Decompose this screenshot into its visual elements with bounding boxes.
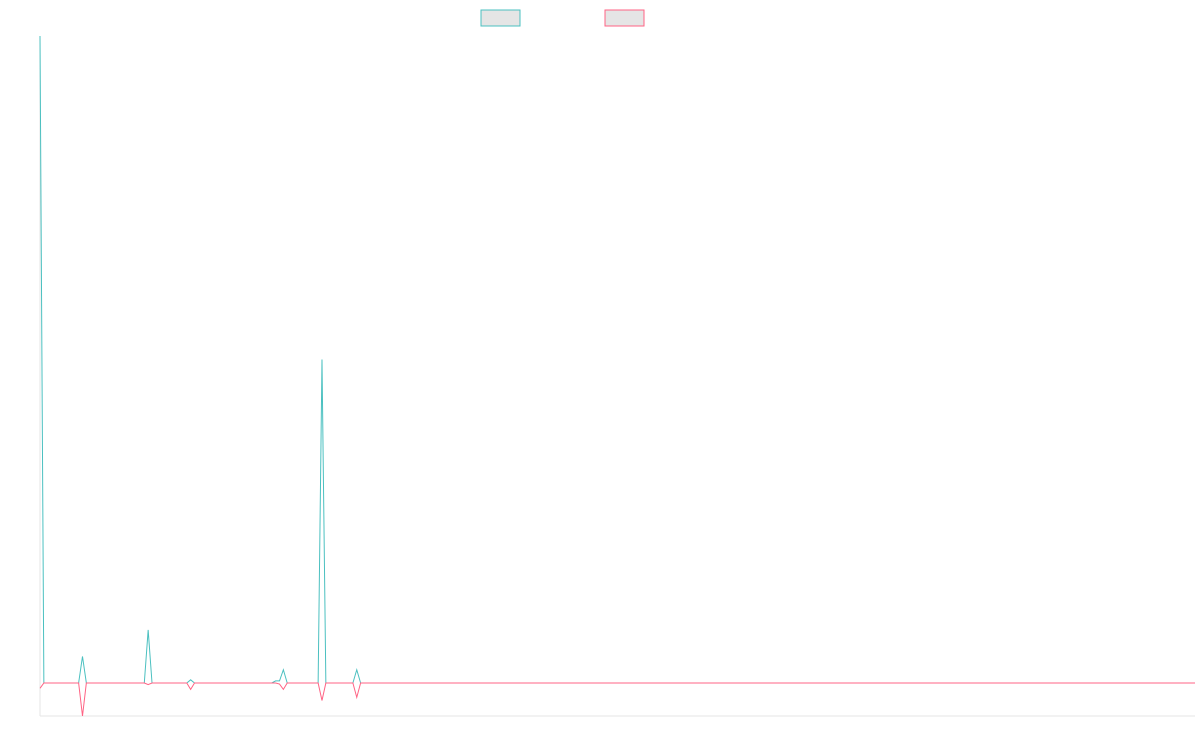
legend-swatch xyxy=(480,9,521,27)
legend xyxy=(480,9,645,27)
series-lines xyxy=(39,35,1195,716)
legend-swatch xyxy=(604,9,645,27)
series-line-2 xyxy=(39,682,1195,716)
legend-item-1[interactable] xyxy=(480,9,521,27)
series-line-1 xyxy=(39,35,1195,684)
legend-item-2[interactable] xyxy=(604,9,645,27)
chart-axes xyxy=(39,36,1195,717)
